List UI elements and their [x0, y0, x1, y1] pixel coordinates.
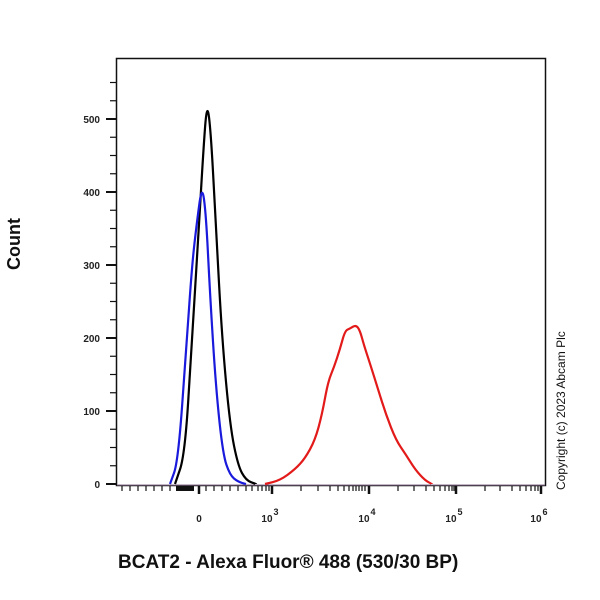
x-tick-label: 105	[445, 507, 462, 525]
blue-control-curve	[168, 191, 247, 486]
x-axis-label: BCAT2 - Alexa Fluor® 488 (530/30 BP)	[118, 552, 459, 573]
red-stained-curve	[264, 324, 433, 486]
y-tick-label: 500	[83, 115, 100, 126]
copyright-notice: Copyright (c) 2023 Abcam Plc	[554, 331, 568, 490]
x-tick-label: 104	[358, 507, 375, 525]
histogram-curves	[117, 109, 545, 486]
x-tick-label: 0	[196, 514, 202, 525]
x-axis-ticks: 0 103 104 105 106	[121, 486, 548, 525]
y-tick-label: 200	[83, 334, 100, 345]
y-tick-label: 0	[94, 480, 100, 491]
x-tick-label: 103	[261, 507, 278, 525]
y-axis-ticks: 0 100 200 300 400 500	[83, 81, 116, 491]
y-tick-label: 300	[83, 261, 100, 272]
y-axis-label: Count	[4, 218, 24, 270]
y-tick-label: 400	[83, 188, 100, 199]
x-tick-label: 106	[530, 507, 547, 525]
x-zero-tick-cluster	[176, 486, 194, 491]
y-tick-label: 100	[83, 407, 100, 418]
black-control-curve	[173, 109, 257, 486]
